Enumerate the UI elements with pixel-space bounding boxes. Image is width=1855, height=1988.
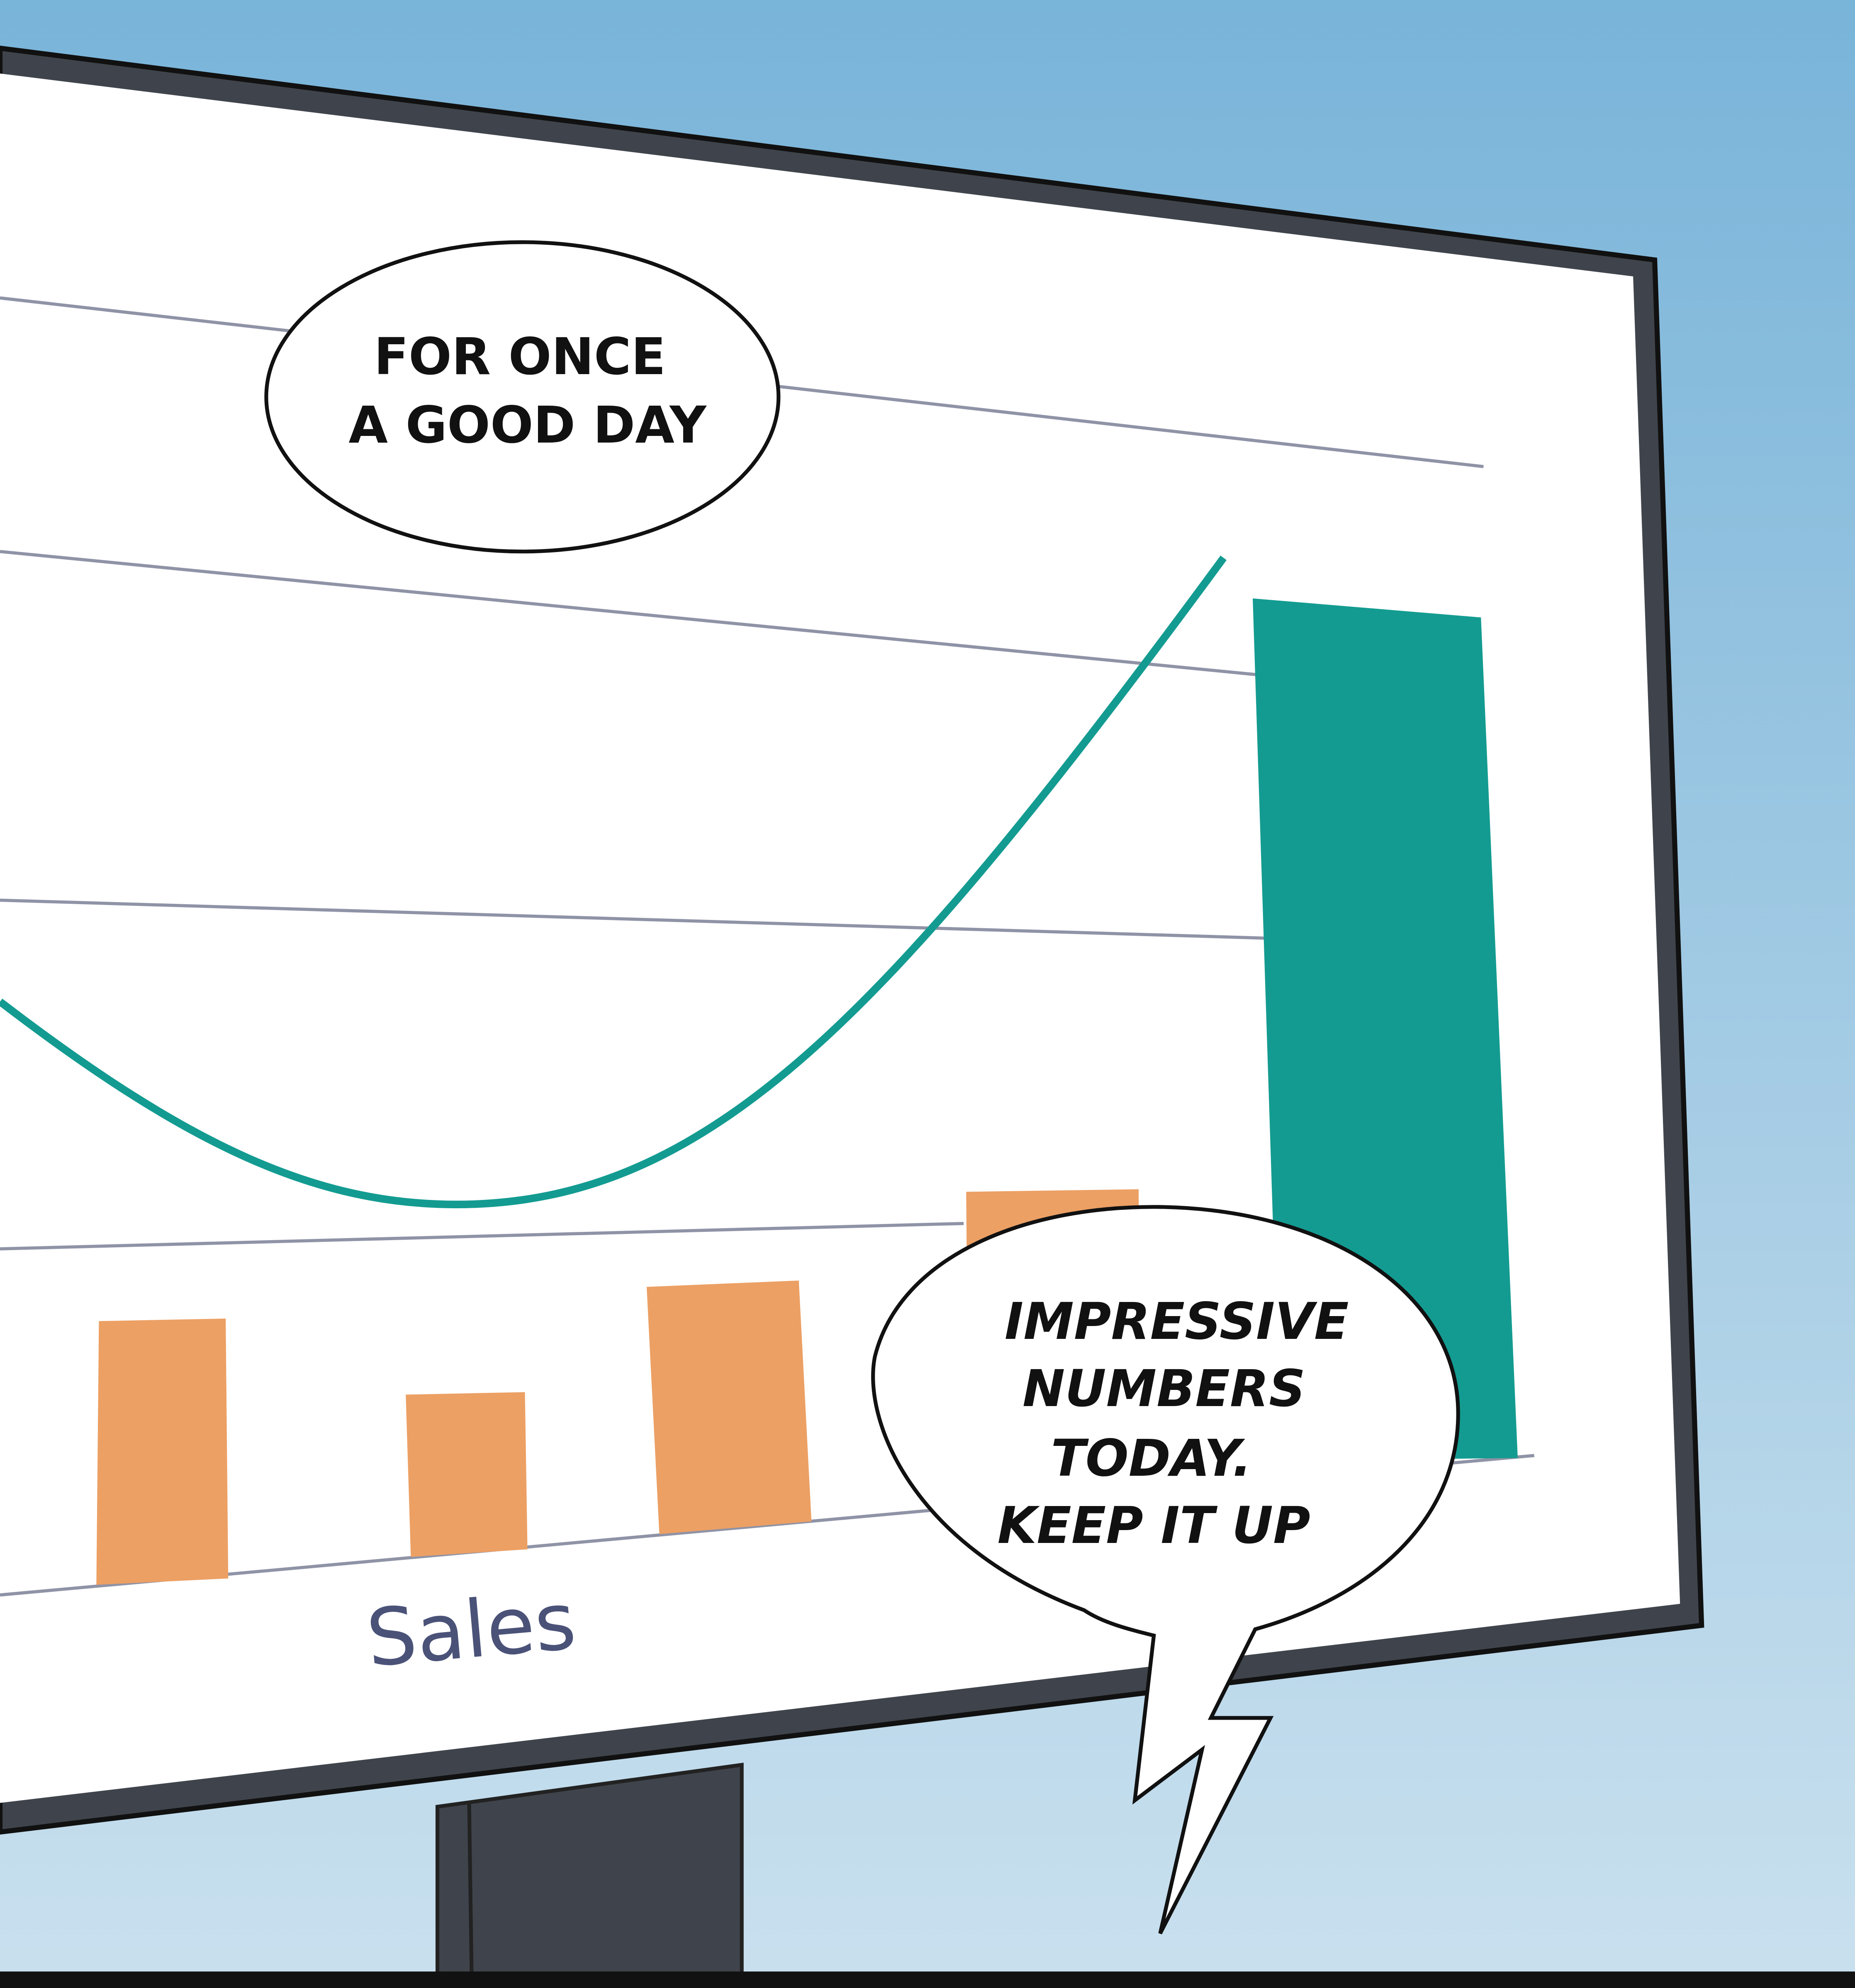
- bubble-text: IMPRESSIVE: [1005, 1292, 1349, 1351]
- stand-edge: [469, 1803, 472, 1978]
- chart-label: Sales: [363, 1575, 579, 1684]
- bubble-text: KEEP IT UP: [998, 1496, 1310, 1555]
- bubble-text: NUMBERS: [1022, 1359, 1305, 1418]
- page: FOR ONCE A GOOD DAY IMPRESSIVE NUMBERS T…: [0, 0, 1855, 1988]
- illustration: FOR ONCE A GOOD DAY IMPRESSIVE NUMBERS T…: [0, 0, 1855, 1988]
- bar: [647, 1280, 811, 1534]
- bubble-text: FOR ONCE: [374, 327, 666, 386]
- bar: [406, 1392, 527, 1557]
- bubble-text: A GOOD DAY: [348, 396, 707, 455]
- bottom-border: [0, 1971, 1855, 1988]
- bar: [96, 1319, 228, 1585]
- bubble-text: TODAY.: [1051, 1429, 1251, 1488]
